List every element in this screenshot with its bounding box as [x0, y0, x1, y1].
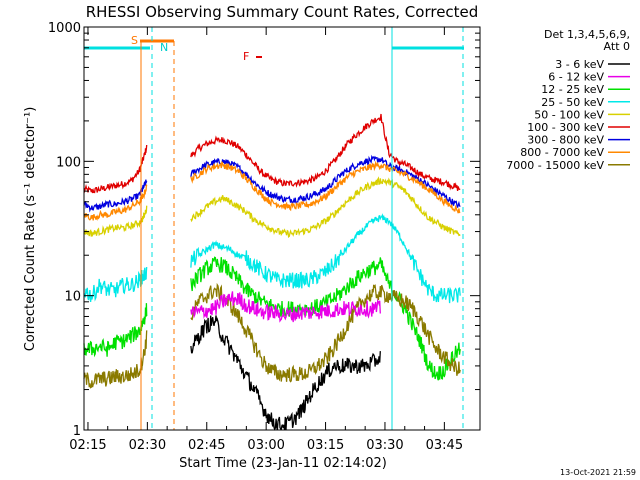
legend-header-line: Det 1,3,4,5,6,9,: [544, 28, 630, 41]
legend-entry-label: 25 - 50 keV: [541, 96, 604, 109]
series-line: [190, 154, 461, 208]
x-tick-label: 03:30: [366, 438, 403, 453]
series-3-6-kev: [190, 315, 381, 431]
legend-entry-label: 100 - 300 keV: [527, 121, 604, 134]
y-tick-label: 1000: [48, 21, 81, 36]
y-axis-label: Corrected Count Rate (s⁻¹ detector⁻¹): [23, 107, 38, 352]
x-tick-label: 03:00: [247, 438, 284, 453]
x-tick-label: 02:30: [129, 438, 166, 453]
legend-entry-label: 800 - 7000 keV: [520, 146, 604, 159]
legend-header-line: Att 0: [604, 40, 630, 53]
x-tick-label: 02:45: [188, 438, 225, 453]
series-line: [83, 144, 148, 194]
series-line: [190, 160, 461, 214]
series-line: [83, 179, 148, 213]
legend-entry-label: 300 - 800 keV: [527, 134, 604, 147]
series-line: [190, 113, 461, 191]
series-100-300-kev: [83, 113, 461, 194]
legend-entry-label: 3 - 6 keV: [555, 58, 604, 71]
series-line: [190, 291, 381, 323]
legend-entry-label: 50 - 100 keV: [534, 108, 604, 121]
y-tick-label: 100: [56, 155, 81, 170]
series-line: [190, 213, 461, 304]
series-line: [190, 256, 461, 381]
x-tick-label: 03:15: [307, 438, 344, 453]
series-line: [83, 267, 148, 302]
x-tick-label: 02:15: [69, 438, 106, 453]
legend-entry-label: 6 - 12 keV: [548, 71, 604, 84]
annotation-n: N: [160, 41, 168, 54]
series-50-100-kev: [83, 176, 461, 238]
legend-entry-label: 7000 - 15000 keV: [506, 159, 604, 172]
y-tick-label: 10: [64, 290, 81, 305]
series-line: [83, 303, 148, 358]
series-6-12-kev: [190, 291, 381, 323]
annotation-s: S: [131, 34, 138, 47]
plot-frame: [83, 26, 481, 431]
annotation-f: F: [243, 50, 249, 63]
x-tick-label: 03:45: [426, 438, 463, 453]
footer-date: 13-Oct-2021 21:59: [560, 468, 636, 477]
legend-entry-label: 12 - 25 keV: [541, 83, 604, 96]
series-line: [190, 176, 461, 238]
series-line: [190, 282, 461, 383]
y-tick-label: 1: [73, 424, 81, 439]
series-7000-15000-kev: [83, 282, 461, 389]
series-line: [190, 315, 381, 431]
x-axis-label: Start Time (23-Jan-11 02:14:02): [179, 456, 387, 471]
chart-title: RHESSI Observing Summary Count Rates, Co…: [86, 3, 479, 21]
